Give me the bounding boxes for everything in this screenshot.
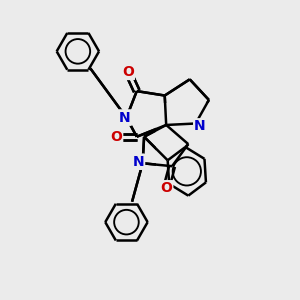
Text: O: O: [122, 65, 134, 79]
Text: N: N: [194, 119, 206, 134]
Polygon shape: [156, 103, 244, 203]
Text: O: O: [160, 181, 172, 195]
Text: N: N: [119, 111, 131, 124]
Text: O: O: [122, 65, 134, 79]
Text: N: N: [119, 111, 131, 124]
Text: N: N: [194, 119, 206, 134]
Text: O: O: [160, 181, 172, 195]
Text: O: O: [110, 130, 122, 144]
Text: N: N: [132, 155, 144, 169]
Text: N: N: [132, 155, 144, 169]
Text: O: O: [110, 130, 122, 144]
